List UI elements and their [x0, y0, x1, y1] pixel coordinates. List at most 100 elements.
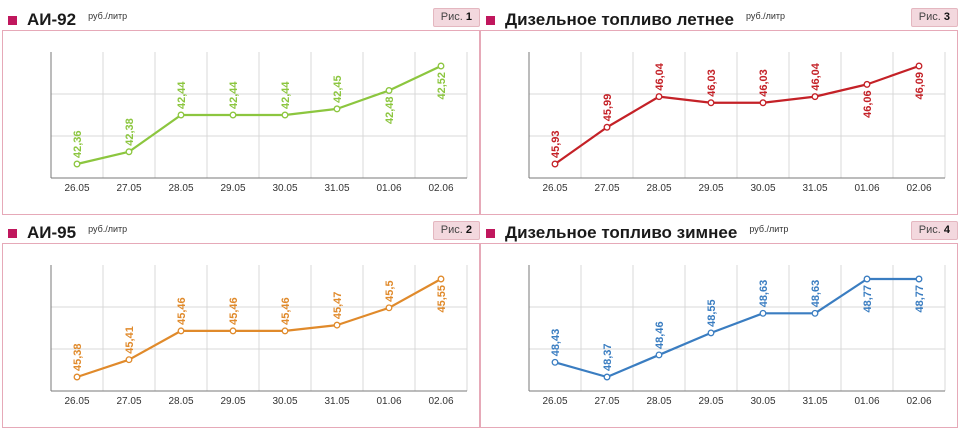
data-label: 48,55: [706, 299, 718, 327]
x-tick-label: 30.05: [272, 396, 297, 407]
data-point: [759, 309, 767, 317]
data-point: [73, 160, 81, 168]
unit-label: руб./литр: [88, 11, 128, 21]
x-tick-label: 28.05: [646, 183, 671, 194]
x-tick-label: 26.05: [64, 183, 89, 194]
chart-panel-diesel-summer: Дизельное топливо летнее руб./литр Рис. 3…: [480, 2, 958, 215]
data-point: [281, 111, 289, 119]
chart-frame: [480, 243, 958, 428]
data-point: [759, 99, 767, 107]
data-point: [603, 373, 611, 381]
data-label: 48,37: [602, 343, 614, 371]
data-label: 45,47: [332, 292, 344, 320]
data-label: 46,03: [758, 69, 770, 97]
series-line: [76, 278, 442, 379]
data-label: 48,77: [914, 285, 926, 313]
x-tick-label: 02.06: [906, 183, 931, 194]
x-tick-label: 26.05: [64, 396, 89, 407]
data-label: 48,77: [862, 285, 874, 313]
data-point: [177, 327, 185, 335]
data-point: [863, 275, 871, 283]
data-point: [437, 62, 445, 70]
x-tick-label: 26.05: [542, 183, 567, 194]
x-tick-label: 27.05: [116, 396, 141, 407]
data-point: [229, 111, 237, 119]
data-point: [333, 105, 341, 113]
data-label: 42,45: [332, 75, 344, 103]
x-tick-label: 31.05: [802, 183, 827, 194]
data-point: [551, 160, 559, 168]
data-point: [811, 309, 819, 317]
series-line: [76, 65, 442, 166]
data-label: 45,46: [280, 297, 292, 325]
x-tick-label: 02.06: [428, 396, 453, 407]
data-label: 46,04: [810, 62, 822, 90]
data-label: 42,52: [436, 72, 448, 100]
bullet-square-icon: [486, 16, 495, 25]
x-tick-label: 30.05: [750, 183, 775, 194]
data-label: 42,36: [72, 130, 84, 158]
data-point: [707, 99, 715, 107]
x-tick-label: 27.05: [594, 396, 619, 407]
bullet-square-icon: [8, 16, 17, 25]
data-label: 46,09: [914, 72, 926, 100]
data-label: 48,63: [758, 280, 770, 308]
data-label: 45,41: [124, 326, 136, 354]
data-label: 45,55: [436, 285, 448, 313]
x-tick-label: 27.05: [594, 183, 619, 194]
line-chart: 26.05 27.05 28.05 29.05 30.05 31.05 01.06 02.06…: [50, 265, 468, 407]
data-point: [437, 275, 445, 283]
data-point: [385, 87, 393, 94]
chart-panel-ai92: АИ-92 руб./литр Рис. 1 26.05 27.05 28.05 29.…: [2, 2, 480, 215]
unit-label: руб./литр: [749, 224, 789, 234]
line-chart: 26.05 27.05 28.05 29.05 30.05 31.05 01.06 02.06…: [528, 265, 946, 407]
data-label: 48,46: [654, 321, 666, 349]
data-label: 46,06: [862, 90, 874, 118]
chart-header: Дизельное топливо зимнее руб./литр Рис. 4: [480, 215, 958, 245]
data-label: 42,44: [228, 81, 240, 109]
x-tick-label: 28.05: [168, 396, 193, 407]
data-label: 46,03: [706, 69, 718, 97]
x-tick-label: 02.06: [906, 396, 931, 407]
x-tick-label: 01.06: [854, 396, 879, 407]
x-tick-label: 31.05: [324, 396, 349, 407]
chart-header: АИ-95 руб./литр Рис. 2: [2, 215, 480, 245]
data-label: 45,46: [228, 297, 240, 325]
chart-frame: [2, 243, 480, 428]
chart-panel-diesel-winter: Дизельное топливо зимнее руб./литр Рис. 4…: [480, 215, 958, 428]
figure-badge: Рис. 1: [432, 8, 480, 27]
x-tick-label: 01.06: [376, 396, 401, 407]
chart-header: АИ-92 руб./литр Рис. 1: [2, 2, 480, 32]
data-point: [655, 93, 663, 101]
data-label: 45,99: [602, 94, 614, 122]
data-point: [229, 327, 237, 335]
series-line: [554, 64, 920, 165]
data-label: 42,38: [124, 118, 136, 146]
series-line: [554, 277, 919, 379]
chart-title: АИ-92 руб./литр: [27, 10, 128, 29]
x-tick-label: 01.06: [376, 183, 401, 194]
chart-frame: [2, 30, 480, 215]
line-chart: 26.05 27.05 28.05 29.05 30.05 31.05 01.06 02.06…: [50, 52, 468, 194]
figure-badge: Рис. 3: [910, 8, 958, 27]
chart-title: АИ-95 руб./литр: [27, 223, 128, 242]
x-tick-label: 02.06: [428, 183, 453, 194]
data-point: [177, 111, 185, 119]
data-point: [125, 356, 133, 364]
bullet-square-icon: [8, 229, 17, 238]
data-label: 45,5: [384, 280, 396, 301]
x-tick-label: 31.05: [324, 183, 349, 194]
data-point: [385, 304, 393, 312]
unit-label: руб./литр: [88, 224, 128, 234]
bullet-square-icon: [486, 229, 495, 238]
data-label: 46,04: [654, 62, 666, 90]
chart-title: Дизельное топливо зимнее руб./литр: [505, 223, 789, 242]
x-tick-label: 28.05: [646, 396, 671, 407]
x-tick-label: 29.05: [220, 183, 245, 194]
x-tick-label: 26.05: [542, 396, 567, 407]
figure-badge: Рис. 2: [432, 221, 480, 240]
x-tick-label: 29.05: [698, 396, 723, 407]
x-tick-label: 29.05: [698, 183, 723, 194]
figure-badge: Рис. 4: [910, 221, 958, 240]
data-point: [655, 351, 663, 359]
